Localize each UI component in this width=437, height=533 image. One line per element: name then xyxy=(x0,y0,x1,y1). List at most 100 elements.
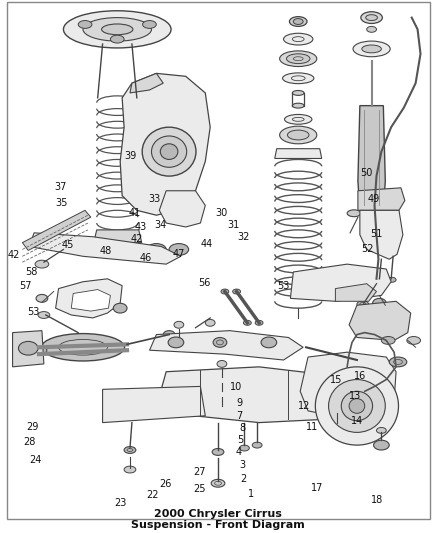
Ellipse shape xyxy=(31,345,47,355)
Polygon shape xyxy=(103,386,205,423)
Text: 25: 25 xyxy=(193,484,205,494)
Ellipse shape xyxy=(293,19,303,25)
Ellipse shape xyxy=(255,320,263,325)
Ellipse shape xyxy=(383,305,395,312)
Ellipse shape xyxy=(169,244,189,255)
Ellipse shape xyxy=(280,126,317,144)
Ellipse shape xyxy=(341,391,373,421)
Polygon shape xyxy=(94,230,142,243)
Text: 44: 44 xyxy=(201,239,213,249)
Text: 14: 14 xyxy=(351,416,364,426)
Text: 28: 28 xyxy=(23,437,36,447)
Ellipse shape xyxy=(18,342,38,355)
Text: 11: 11 xyxy=(305,422,318,432)
Polygon shape xyxy=(275,149,322,158)
Ellipse shape xyxy=(347,210,361,217)
Ellipse shape xyxy=(292,91,304,95)
Ellipse shape xyxy=(142,127,196,176)
Polygon shape xyxy=(29,233,181,264)
Polygon shape xyxy=(55,279,122,318)
Ellipse shape xyxy=(217,376,227,383)
Text: 12: 12 xyxy=(298,401,310,410)
Ellipse shape xyxy=(42,334,125,361)
Ellipse shape xyxy=(63,11,171,48)
Ellipse shape xyxy=(205,319,215,326)
Ellipse shape xyxy=(83,18,152,41)
Text: 3: 3 xyxy=(239,460,245,470)
Text: 46: 46 xyxy=(140,253,152,263)
Ellipse shape xyxy=(168,337,184,348)
Polygon shape xyxy=(358,188,405,211)
Polygon shape xyxy=(22,211,91,251)
Text: 33: 33 xyxy=(148,194,160,204)
Ellipse shape xyxy=(243,320,251,325)
Ellipse shape xyxy=(111,35,124,43)
Ellipse shape xyxy=(374,440,389,450)
Text: 42: 42 xyxy=(130,234,142,244)
Text: 32: 32 xyxy=(237,232,250,242)
Text: 15: 15 xyxy=(330,375,342,385)
Text: 9: 9 xyxy=(236,398,242,408)
Ellipse shape xyxy=(352,356,366,364)
Ellipse shape xyxy=(213,337,227,348)
Ellipse shape xyxy=(382,336,395,344)
Text: 45: 45 xyxy=(62,240,74,250)
Ellipse shape xyxy=(362,45,382,53)
Ellipse shape xyxy=(284,33,313,45)
Text: 31: 31 xyxy=(227,220,239,230)
Ellipse shape xyxy=(316,367,399,445)
Text: 41: 41 xyxy=(129,208,141,218)
Polygon shape xyxy=(336,284,377,301)
Text: 24: 24 xyxy=(29,455,42,465)
Ellipse shape xyxy=(366,15,378,21)
Text: 26: 26 xyxy=(159,479,171,489)
Text: 51: 51 xyxy=(371,229,383,239)
Text: 27: 27 xyxy=(193,467,205,477)
Ellipse shape xyxy=(239,445,250,451)
Ellipse shape xyxy=(407,336,420,344)
Ellipse shape xyxy=(160,144,178,159)
Text: 42: 42 xyxy=(8,251,21,261)
Polygon shape xyxy=(358,106,385,211)
Ellipse shape xyxy=(349,399,365,413)
Text: 50: 50 xyxy=(360,168,372,178)
Ellipse shape xyxy=(78,21,92,28)
Ellipse shape xyxy=(232,289,240,294)
Ellipse shape xyxy=(261,337,277,348)
Polygon shape xyxy=(349,301,411,341)
Text: 56: 56 xyxy=(199,278,211,288)
Text: 2000 Chrysler Cirrus
Suspension - Front Diagram: 2000 Chrysler Cirrus Suspension - Front … xyxy=(131,508,305,530)
Text: 29: 29 xyxy=(26,422,39,432)
Text: 22: 22 xyxy=(146,490,159,500)
Text: 35: 35 xyxy=(55,198,67,208)
Polygon shape xyxy=(120,74,210,215)
Polygon shape xyxy=(71,289,111,311)
Ellipse shape xyxy=(388,277,396,282)
Text: 43: 43 xyxy=(135,222,147,232)
Ellipse shape xyxy=(35,260,49,268)
Ellipse shape xyxy=(142,21,156,28)
Text: 30: 30 xyxy=(216,208,228,218)
Ellipse shape xyxy=(211,479,225,487)
Text: 8: 8 xyxy=(239,423,246,433)
Ellipse shape xyxy=(329,413,346,425)
Ellipse shape xyxy=(292,103,304,108)
Text: 47: 47 xyxy=(173,249,185,260)
Text: 53: 53 xyxy=(28,307,40,317)
Ellipse shape xyxy=(252,442,262,448)
Text: 16: 16 xyxy=(354,372,367,382)
Ellipse shape xyxy=(36,294,48,302)
Ellipse shape xyxy=(329,379,385,432)
Ellipse shape xyxy=(217,360,227,367)
Text: 48: 48 xyxy=(99,246,111,256)
Text: 17: 17 xyxy=(311,482,323,492)
Polygon shape xyxy=(291,264,391,301)
Ellipse shape xyxy=(280,51,317,67)
Ellipse shape xyxy=(284,115,312,124)
Text: 4: 4 xyxy=(236,447,242,457)
Ellipse shape xyxy=(124,466,136,473)
Ellipse shape xyxy=(163,330,175,338)
Ellipse shape xyxy=(353,41,390,56)
Ellipse shape xyxy=(373,298,386,308)
Text: 39: 39 xyxy=(125,151,137,161)
